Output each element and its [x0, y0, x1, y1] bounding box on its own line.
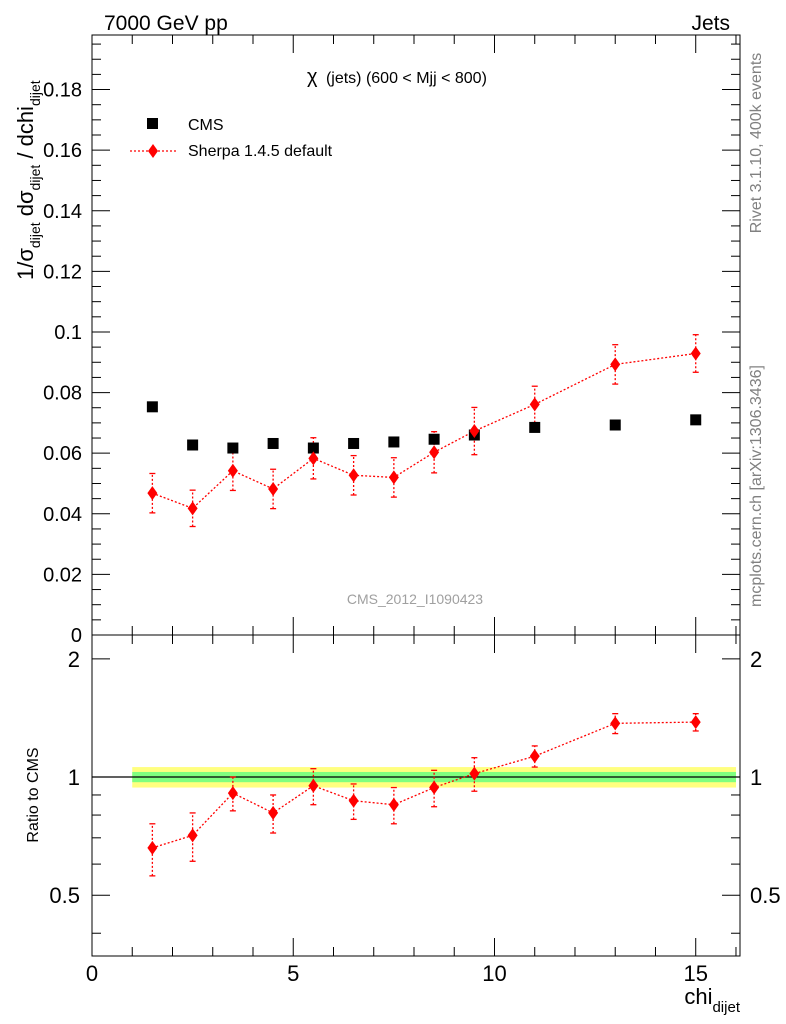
- sherpa-data-point: [610, 357, 621, 372]
- main-ytick-label: 0.02: [43, 564, 82, 586]
- legend-sherpa-marker: [148, 144, 158, 158]
- xtick-label: 5: [287, 961, 299, 986]
- header-right: Jets: [691, 12, 730, 35]
- ratio-data-point: [610, 716, 621, 731]
- watermark: CMS_2012_I1090423: [347, 591, 483, 607]
- ratio-ytick-label-right: 1: [750, 765, 762, 790]
- ylabel-part-e: / dchi: [13, 106, 38, 165]
- ratio-ytick-label: 1: [68, 765, 80, 790]
- main-ytick-label: 0: [71, 625, 82, 647]
- cms-data-point: [609, 419, 621, 431]
- xlabel: chidijet: [684, 984, 740, 1016]
- ylabel-part-a: 1/σ: [13, 248, 38, 280]
- main-ytick-label: 0.18: [43, 80, 82, 102]
- xtick-label: 10: [482, 961, 506, 986]
- cms-data-point: [348, 437, 360, 449]
- sherpa-data-point: [469, 424, 480, 439]
- ratio-data-point: [187, 828, 198, 843]
- cms-data-point: [529, 421, 541, 433]
- cms-data-point: [267, 437, 279, 449]
- main-ytick-label: 0.14: [43, 201, 82, 223]
- ylabel-part-f: dijet: [27, 80, 43, 106]
- cms-data-point: [307, 442, 319, 454]
- ratio-data-point: [227, 786, 238, 801]
- cms-data-point: [428, 433, 440, 445]
- ratio-data-point: [429, 780, 440, 795]
- ratio-frame: [91, 634, 741, 957]
- ylabel-part-d: dijet: [27, 165, 43, 191]
- ratio-line: [152, 721, 696, 849]
- header-left: 7000 GeV pp: [104, 12, 228, 35]
- xtick-label: 0: [86, 961, 98, 986]
- main-ytick-label: 0.08: [43, 383, 82, 405]
- sherpa-data-point: [227, 463, 238, 478]
- ratio-data-point: [388, 797, 399, 812]
- legend-sherpa-label: Sherpa 1.4.5 default: [188, 143, 333, 160]
- sherpa-data-point: [690, 346, 701, 361]
- xtick-label: 15: [683, 961, 707, 986]
- mcplots-label: mcplots.cern.ch [arXiv:1306.3436]: [748, 365, 765, 607]
- sherpa-data-point: [268, 481, 279, 496]
- cms-data-point: [146, 401, 158, 413]
- sherpa-data-point: [308, 451, 319, 466]
- sherpa-data-point: [348, 468, 359, 483]
- ratio-panel: 0.5 0.5 1 1 2 2 0 5 10 15 Ratio to CMS chidijet: [25, 634, 781, 1016]
- main-panel: 0 0.02 0.04 0.06 0.08 0.1 0.12 0.14 0.16 0.18 χ (…: [13, 34, 741, 647]
- legend-cms-marker: [147, 118, 158, 129]
- sherpa-line: [152, 352, 696, 510]
- ratio-data-point: [690, 715, 701, 730]
- ratio-ytick-label-right: 2: [750, 647, 762, 672]
- sherpa-data-point: [529, 397, 540, 412]
- ratio-ytick-label-right: 0.5: [750, 883, 781, 908]
- sherpa-data-point: [429, 445, 440, 460]
- xlabel-sub: dijet: [712, 999, 740, 1016]
- chart-title-symbol: χ: [307, 66, 318, 88]
- sherpa-data-point: [187, 501, 198, 516]
- main-ytick-label: 0.16: [43, 140, 82, 162]
- cms-data-point: [227, 442, 239, 454]
- xlabel-main: chi: [684, 984, 712, 1009]
- chart-title-text: (jets) (600 < Mjj < 800): [326, 70, 487, 87]
- ratio-data-point: [529, 749, 540, 764]
- legend-cms-label: CMS: [188, 117, 224, 134]
- main-ytick-label: 0.1: [54, 322, 82, 344]
- cms-data-point: [187, 439, 199, 451]
- sherpa-data-point: [388, 470, 399, 485]
- cms-data-point: [690, 414, 702, 426]
- main-ytick-label: 0.12: [43, 261, 82, 283]
- main-ylabel: 1/σdijet dσdijet / dchidijet: [13, 80, 43, 280]
- ratio-data-point: [147, 840, 158, 855]
- sherpa-data-point: [147, 486, 158, 501]
- ratio-data-point: [469, 766, 480, 781]
- main-ytick-label: 0.04: [43, 504, 82, 526]
- cms-data-point: [388, 436, 400, 448]
- ylabel-part-b: dijet: [27, 222, 43, 248]
- main-ytick-label: 0.06: [43, 443, 82, 465]
- legend: CMS Sherpa 1.4.5 default: [130, 117, 333, 160]
- ratio-data-point: [348, 793, 359, 808]
- ratio-ylabel: Ratio to CMS: [25, 747, 42, 842]
- ratio-data-point: [308, 778, 319, 793]
- chart-title: χ (jets) (600 < Mjj < 800): [307, 66, 487, 88]
- ratio-ytick-label: 0.5: [49, 883, 80, 908]
- ratio-ytick-label: 2: [68, 647, 80, 672]
- ratio-data-point: [268, 805, 279, 820]
- ylabel-part-c: dσ: [13, 190, 38, 222]
- rivet-label: Rivet 3.1.10, 400k events: [748, 53, 765, 234]
